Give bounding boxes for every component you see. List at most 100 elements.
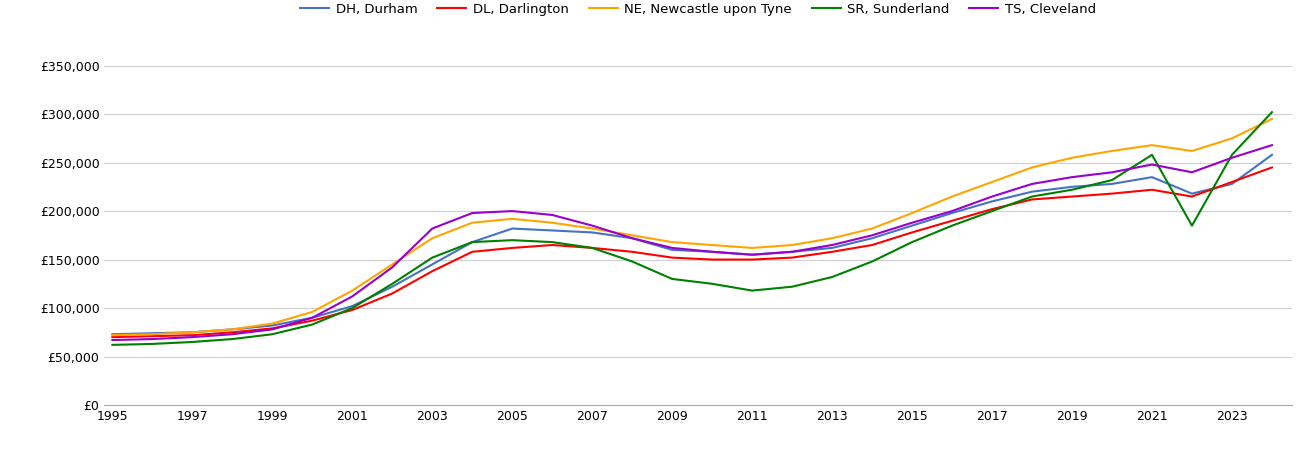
- NE, Newcastle upon Tyne: [744, 245, 760, 251]
- Line: NE, Newcastle upon Tyne: NE, Newcastle upon Tyne: [112, 119, 1272, 335]
- TS, Cleveland: [1144, 162, 1160, 167]
- DL, Darlington: [385, 291, 401, 296]
- TS, Cleveland: [784, 249, 800, 255]
- DH, Durham: [1224, 181, 1240, 187]
- DL, Darlington: [744, 257, 760, 262]
- SR, Sunderland: [1144, 152, 1160, 158]
- DL, Darlington: [465, 249, 480, 255]
- DH, Durham: [744, 252, 760, 257]
- DL, Darlington: [705, 257, 720, 262]
- NE, Newcastle upon Tyne: [104, 333, 120, 338]
- SR, Sunderland: [544, 239, 560, 245]
- NE, Newcastle upon Tyne: [345, 288, 360, 293]
- TS, Cleveland: [345, 294, 360, 299]
- NE, Newcastle upon Tyne: [505, 216, 521, 221]
- DL, Darlington: [184, 333, 200, 338]
- TS, Cleveland: [864, 233, 880, 238]
- TS, Cleveland: [544, 212, 560, 218]
- DH, Durham: [304, 315, 320, 320]
- NE, Newcastle upon Tyne: [984, 179, 1000, 184]
- NE, Newcastle upon Tyne: [465, 220, 480, 225]
- DH, Durham: [945, 210, 960, 216]
- DH, Durham: [1064, 184, 1079, 189]
- DL, Darlington: [984, 207, 1000, 212]
- SR, Sunderland: [145, 341, 161, 346]
- DL, Darlington: [1265, 165, 1280, 170]
- DH, Durham: [145, 331, 161, 336]
- DH, Durham: [1265, 152, 1280, 158]
- TS, Cleveland: [265, 327, 281, 332]
- SR, Sunderland: [265, 332, 281, 337]
- DH, Durham: [345, 303, 360, 309]
- SR, Sunderland: [104, 342, 120, 347]
- Legend: DH, Durham, DL, Darlington, NE, Newcastle upon Tyne, SR, Sunderland, TS, Clevela: DH, Durham, DL, Darlington, NE, Newcastl…: [295, 0, 1101, 22]
- NE, Newcastle upon Tyne: [224, 327, 240, 332]
- SR, Sunderland: [624, 259, 639, 264]
- TS, Cleveland: [744, 252, 760, 257]
- TS, Cleveland: [585, 223, 600, 228]
- SR, Sunderland: [585, 245, 600, 251]
- DL, Darlington: [825, 249, 840, 255]
- NE, Newcastle upon Tyne: [705, 242, 720, 248]
- SR, Sunderland: [424, 255, 440, 260]
- NE, Newcastle upon Tyne: [864, 226, 880, 231]
- NE, Newcastle upon Tyne: [1104, 148, 1120, 153]
- DL, Darlington: [1024, 197, 1040, 202]
- DH, Durham: [385, 284, 401, 289]
- NE, Newcastle upon Tyne: [904, 210, 920, 216]
- SR, Sunderland: [664, 276, 680, 282]
- DL, Darlington: [224, 329, 240, 335]
- DL, Darlington: [945, 218, 960, 224]
- TS, Cleveland: [624, 235, 639, 241]
- SR, Sunderland: [1064, 187, 1079, 193]
- SR, Sunderland: [1104, 177, 1120, 183]
- TS, Cleveland: [705, 249, 720, 255]
- DL, Darlington: [664, 255, 680, 260]
- SR, Sunderland: [825, 274, 840, 280]
- NE, Newcastle upon Tyne: [1184, 148, 1199, 153]
- SR, Sunderland: [1184, 223, 1199, 228]
- NE, Newcastle upon Tyne: [265, 321, 281, 326]
- DL, Darlington: [145, 333, 161, 339]
- TS, Cleveland: [184, 334, 200, 340]
- TS, Cleveland: [1064, 175, 1079, 180]
- DH, Durham: [585, 230, 600, 235]
- TS, Cleveland: [1024, 181, 1040, 187]
- TS, Cleveland: [1265, 143, 1280, 148]
- TS, Cleveland: [984, 194, 1000, 199]
- SR, Sunderland: [465, 239, 480, 245]
- NE, Newcastle upon Tyne: [1024, 165, 1040, 170]
- DH, Durham: [505, 226, 521, 231]
- NE, Newcastle upon Tyne: [1224, 135, 1240, 141]
- DL, Darlington: [104, 334, 120, 340]
- Line: TS, Cleveland: TS, Cleveland: [112, 145, 1272, 340]
- TS, Cleveland: [505, 208, 521, 214]
- SR, Sunderland: [224, 336, 240, 342]
- TS, Cleveland: [424, 226, 440, 231]
- DL, Darlington: [784, 255, 800, 260]
- SR, Sunderland: [345, 306, 360, 311]
- NE, Newcastle upon Tyne: [145, 332, 161, 337]
- DL, Darlington: [864, 242, 880, 248]
- DH, Durham: [705, 249, 720, 255]
- SR, Sunderland: [945, 223, 960, 228]
- DL, Darlington: [424, 269, 440, 274]
- TS, Cleveland: [385, 265, 401, 270]
- DH, Durham: [424, 262, 440, 267]
- DL, Darlington: [1184, 194, 1199, 199]
- NE, Newcastle upon Tyne: [624, 233, 639, 238]
- NE, Newcastle upon Tyne: [424, 235, 440, 241]
- TS, Cleveland: [104, 338, 120, 343]
- DL, Darlington: [585, 245, 600, 251]
- DL, Darlington: [304, 318, 320, 324]
- DH, Durham: [904, 223, 920, 228]
- SR, Sunderland: [184, 339, 200, 345]
- DH, Durham: [184, 329, 200, 335]
- SR, Sunderland: [784, 284, 800, 289]
- NE, Newcastle upon Tyne: [585, 226, 600, 231]
- Line: DH, Durham: DH, Durham: [112, 155, 1272, 334]
- SR, Sunderland: [904, 239, 920, 245]
- TS, Cleveland: [1224, 155, 1240, 161]
- DL, Darlington: [1144, 187, 1160, 193]
- SR, Sunderland: [505, 238, 521, 243]
